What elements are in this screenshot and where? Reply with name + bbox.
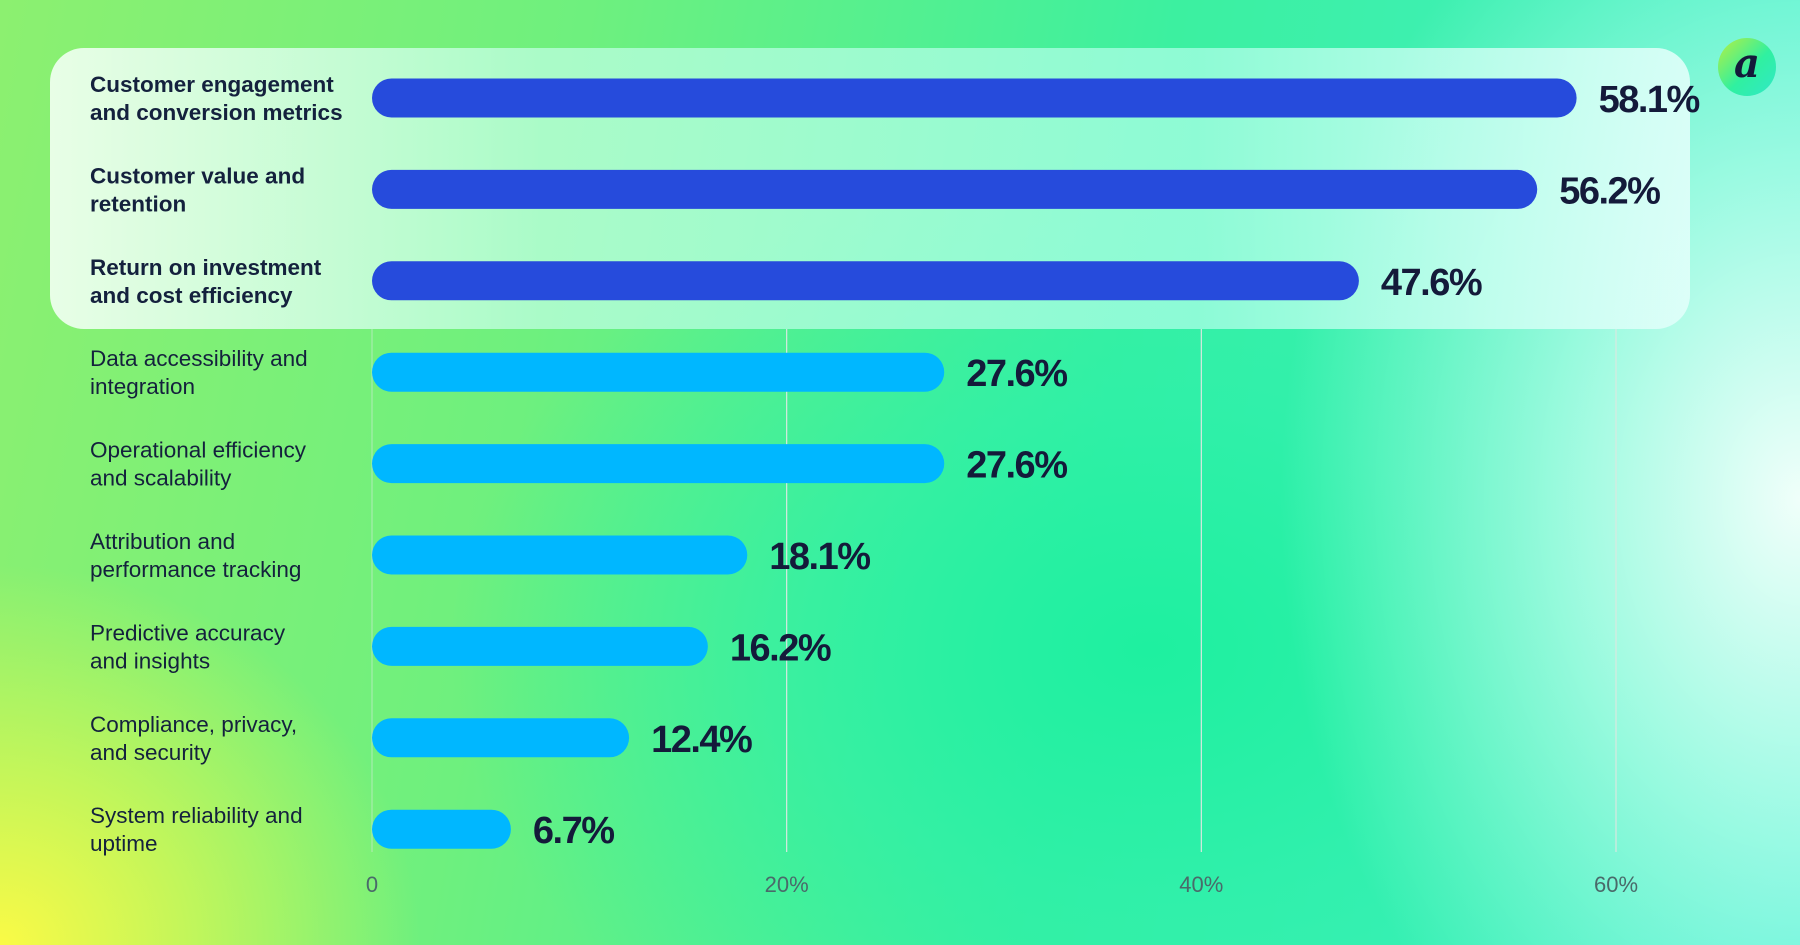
bar [372,718,630,758]
category-label: Predictive accuracy [90,620,286,645]
category-label: and cost efficiency [90,283,293,308]
bar [372,169,1538,209]
x-tick-label: 60% [1594,872,1638,897]
x-tick-label: 20% [765,872,809,897]
bar [372,809,511,849]
category-label: performance tracking [90,557,301,582]
bar [372,78,1577,118]
value-label: 27.6% [966,445,1067,487]
brand-logo: a [1718,38,1776,96]
logo-letter: a [1734,40,1760,87]
category-label: Customer engagement [90,72,334,97]
value-label: 18.1% [769,536,870,578]
category-label: Operational efficiency [90,438,307,463]
category-label: and insights [90,648,210,673]
x-tick-label: 40% [1179,872,1223,897]
category-label: Compliance, privacy, [90,712,297,737]
category-label: and conversion metrics [90,100,343,125]
x-tick-label: 0 [366,872,378,897]
value-label: 6.7% [533,810,614,852]
bar [372,535,748,575]
value-label: 58.1% [1599,79,1700,121]
value-label: 56.2% [1559,170,1660,212]
bar [372,352,945,392]
category-label: Customer value and [90,163,305,188]
category-label: Attribution and [90,529,235,554]
bar [372,626,708,666]
category-label: Return on investment [90,255,322,280]
category-label: Data accessibility and [90,346,308,371]
category-label: System reliability and [90,803,303,828]
category-label: retention [90,191,186,216]
category-label: uptime [90,831,158,856]
value-label: 16.2% [730,627,831,669]
value-label: 12.4% [651,719,752,761]
value-label: 47.6% [1381,262,1482,304]
category-label: and scalability [90,466,232,491]
category-label: and security [90,740,212,765]
value-label: 27.6% [966,353,1067,395]
bar [372,444,945,484]
category-label: integration [90,374,195,399]
bar [372,261,1359,301]
